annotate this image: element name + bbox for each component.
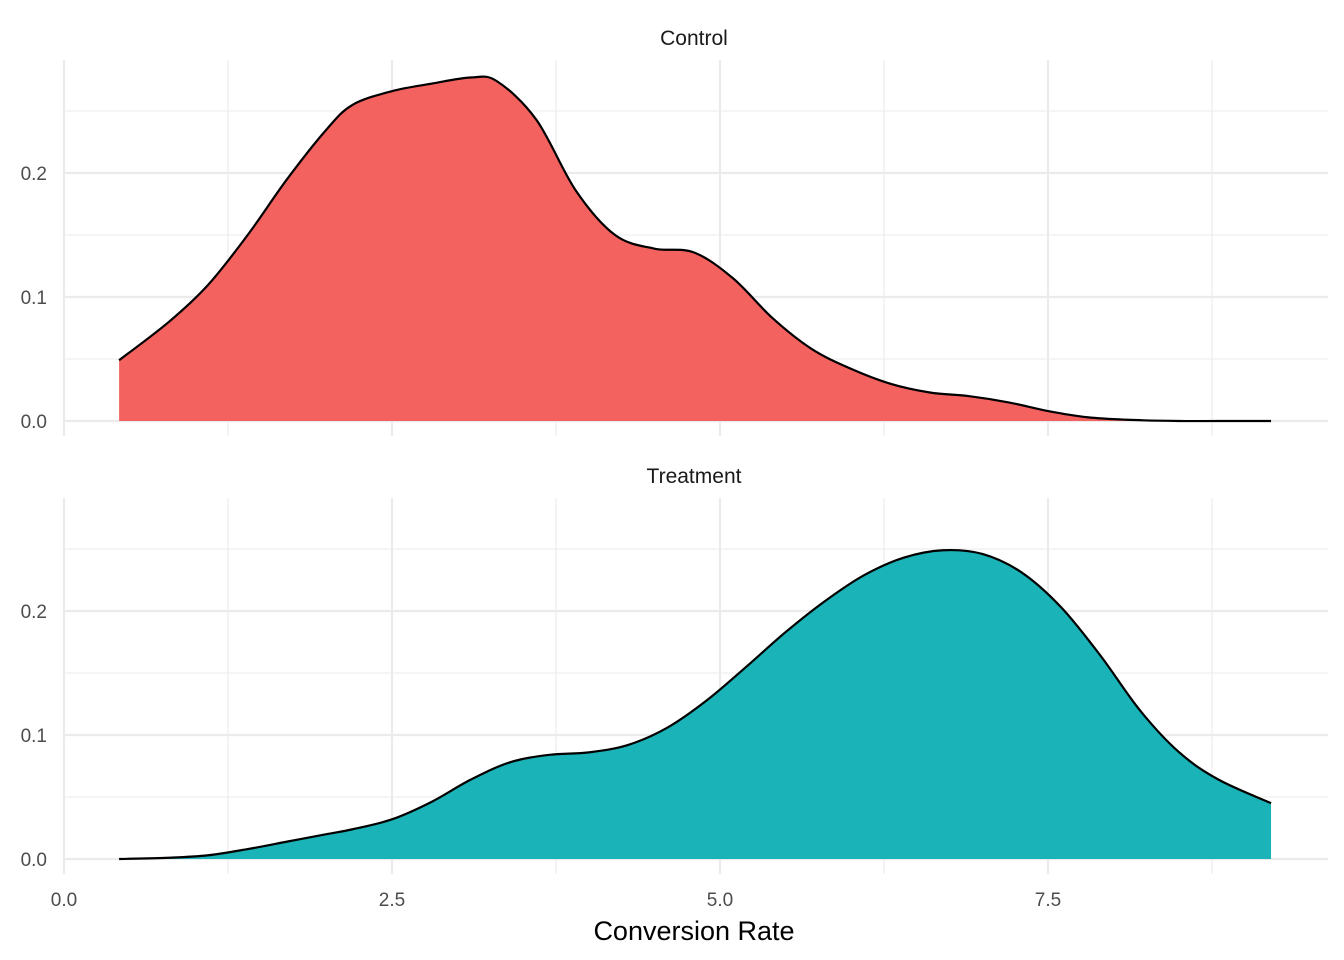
- density-line-control: [118, 75, 1272, 423]
- panel-control: Control 0.0 0.1 0.2: [21, 27, 1328, 436]
- density-area-control: [119, 76, 1272, 422]
- y-tick-label: 0.1: [21, 288, 47, 309]
- x-tick-label: 5.0: [707, 890, 733, 911]
- y-tick-label: 0.0: [21, 850, 47, 871]
- x-tick-label: 0.0: [51, 890, 77, 911]
- x-tick-label: 2.5: [379, 890, 405, 911]
- density-area-treatment: [119, 550, 1272, 859]
- x-axis-title: Conversion Rate: [593, 916, 794, 946]
- panel-treatment: Treatment 0.0 0.1 0.2: [21, 465, 1328, 874]
- y-axis-control: 0.0 0.1 0.2: [21, 164, 47, 433]
- y-tick-label: 0.2: [21, 164, 47, 185]
- x-tick-label: 7.5: [1035, 890, 1061, 911]
- y-tick-label: 0.1: [21, 726, 47, 747]
- y-tick-label: 0.0: [21, 412, 47, 433]
- y-tick-label: 0.2: [21, 602, 47, 623]
- facet-label-treatment: Treatment: [647, 465, 742, 488]
- density-line-treatment: [119, 548, 1272, 861]
- y-axis-treatment: 0.0 0.1 0.2: [21, 602, 47, 871]
- x-axis: 0.0 2.5 5.0 7.5 Conversion Rate: [51, 890, 1061, 946]
- facet-label-control: Control: [660, 27, 728, 50]
